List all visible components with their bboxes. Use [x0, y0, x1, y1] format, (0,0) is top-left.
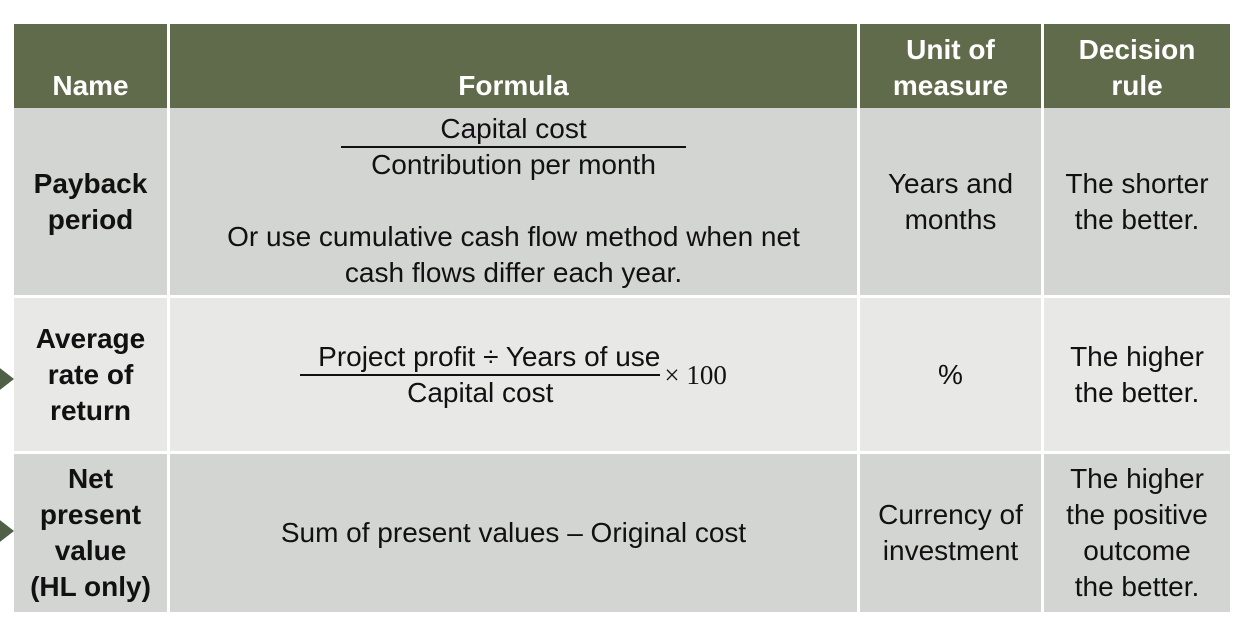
- formula-note: Or use cumulative cash flow method when …: [178, 219, 849, 291]
- formula-fraction: Project profit ÷ Years of use Capital co…: [300, 340, 661, 410]
- row-formula: Project profit ÷ Years of use Capital co…: [170, 298, 860, 454]
- row-name-line: Average: [35, 322, 146, 354]
- row-name-line: Payback: [33, 167, 148, 199]
- row-decision: The higher the positive outcome the bett…: [1044, 453, 1230, 612]
- formula-fraction: Capital cost Contribution per month: [341, 112, 686, 182]
- header-row: Name Formula Unit of measure Decision ru…: [14, 24, 1230, 108]
- table-row-npv: Net present value (HL only) Sum of prese…: [14, 453, 1230, 612]
- row-unit: Years and months: [860, 108, 1044, 299]
- row-unit-line: Currency of: [878, 498, 1023, 530]
- row-unit-line: months: [904, 203, 997, 235]
- row-decision-line: the better.: [1074, 203, 1200, 235]
- formula-note-line: cash flows differ each year.: [344, 257, 683, 289]
- row-name-line: period: [47, 203, 134, 235]
- fraction-denominator: Capital cost: [407, 377, 554, 409]
- row-decision: The shorter the better.: [1044, 108, 1230, 299]
- row-unit-line: investment: [882, 534, 1019, 566]
- slide-arrow-marker: [0, 514, 14, 548]
- row-unit-line: Years and: [887, 167, 1014, 199]
- row-name-line: Net: [67, 462, 114, 494]
- row-name: Average rate of return: [14, 298, 170, 454]
- slide-arrow-marker: [0, 362, 14, 396]
- row-name-line: return: [50, 394, 131, 426]
- header-formula: Formula: [170, 24, 860, 108]
- row-unit: Currency of investment: [860, 453, 1044, 612]
- row-decision-line: the better.: [1074, 570, 1200, 602]
- row-formula: Capital cost Contribution per month Or u…: [170, 108, 860, 299]
- row-unit: %: [860, 298, 1044, 454]
- table-row-arr: Average rate of return Project profit ÷ …: [14, 298, 1230, 454]
- row-decision-line: The higher: [1070, 340, 1204, 372]
- header-decision-line: rule: [1111, 70, 1163, 101]
- row-formula: Sum of present values – Original cost: [170, 453, 860, 612]
- header-decision: Decision rule: [1044, 24, 1230, 108]
- row-name-line: present: [39, 498, 142, 530]
- header-unit-line: measure: [892, 70, 1009, 101]
- multiplier-text: × 100: [664, 360, 727, 391]
- header-decision-line: Decision: [1078, 34, 1196, 65]
- fraction-denominator: Contribution per month: [371, 149, 656, 181]
- row-name-line: (HL only): [30, 570, 151, 602]
- header-unit: Unit of measure: [860, 24, 1044, 108]
- row-name: Payback period: [14, 108, 170, 299]
- table-row-payback: Payback period Capital cost Contribution…: [14, 108, 1230, 299]
- row-name-line: value: [54, 534, 127, 566]
- formula-note-line: Or use cumulative cash flow method when …: [227, 221, 800, 253]
- row-decision-line: outcome: [1083, 534, 1191, 566]
- fraction-numerator: Capital cost: [341, 112, 686, 149]
- row-decision-line: the better.: [1074, 376, 1200, 408]
- investment-appraisal-table: Name Formula Unit of measure Decision ru…: [14, 24, 1230, 612]
- row-name: Net present value (HL only): [14, 453, 170, 612]
- fraction-numerator: Project profit ÷ Years of use: [300, 340, 661, 377]
- row-decision-line: The higher: [1070, 462, 1204, 494]
- row-decision-line: The shorter: [1065, 167, 1209, 199]
- header-unit-line: Unit of: [906, 34, 995, 65]
- header-name: Name: [14, 24, 170, 108]
- formula-expression: Project profit ÷ Years of use Capital co…: [300, 340, 727, 410]
- row-name-line: rate of: [47, 358, 134, 390]
- row-decision-line: the positive: [1066, 498, 1208, 530]
- row-decision: The higher the better.: [1044, 298, 1230, 454]
